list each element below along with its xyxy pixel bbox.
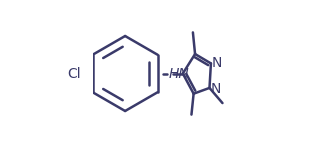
- Text: N: N: [211, 82, 221, 96]
- Text: N: N: [212, 56, 222, 70]
- Text: HN: HN: [169, 66, 190, 81]
- Text: Cl: Cl: [68, 66, 81, 81]
